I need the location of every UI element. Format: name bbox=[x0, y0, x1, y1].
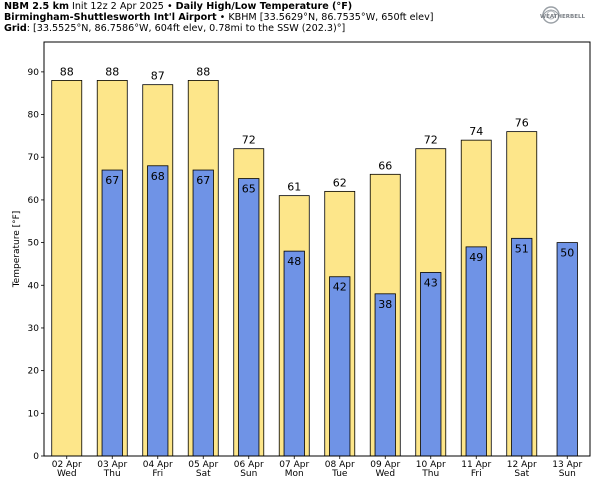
y-axis-label: Temperature [°F] bbox=[12, 211, 22, 289]
x-tick-label: 08 Apr bbox=[325, 460, 355, 470]
high-value-label: 61 bbox=[287, 181, 301, 194]
x-tick-weekday: Sat bbox=[514, 469, 529, 478]
x-tick-label: 06 Apr bbox=[234, 460, 264, 470]
x-tick-weekday: Sat bbox=[196, 469, 211, 478]
y-tick-label: 0 bbox=[33, 452, 39, 462]
low-bar bbox=[420, 272, 442, 457]
low-bar bbox=[556, 242, 578, 457]
logo-text: WEATHERBELL bbox=[540, 14, 585, 20]
plot-frame bbox=[43, 41, 591, 457]
y-tick-label: 60 bbox=[28, 196, 40, 206]
y-tick-label: 40 bbox=[28, 281, 40, 291]
x-tick-weekday: Tue bbox=[331, 469, 348, 478]
x-tick-label: 12 Apr bbox=[507, 460, 537, 470]
low-value-label: 68 bbox=[151, 170, 165, 183]
high-value-label: 72 bbox=[242, 134, 256, 147]
x-tick-weekday: Wed bbox=[375, 469, 395, 478]
x-tick-weekday: Sun bbox=[240, 469, 257, 478]
y-tick-label: 50 bbox=[28, 239, 40, 249]
x-tick-label: 03 Apr bbox=[97, 460, 127, 470]
low-value-label: 42 bbox=[333, 281, 347, 294]
low-value-label: 50 bbox=[560, 247, 574, 260]
high-value-label: 88 bbox=[105, 65, 119, 78]
bars-layer: 88 88 67 87 68 88 67 72 65 61 48 62 42 66 38 72 43 74 49 76… bbox=[51, 65, 578, 457]
low-bar bbox=[465, 246, 487, 457]
high-value-label: 76 bbox=[515, 117, 529, 130]
low-value-label: 38 bbox=[378, 298, 392, 311]
high-value-label: 72 bbox=[424, 134, 438, 147]
title-line-2: Birmingham-Shuttlesworth Int'l Airport •… bbox=[4, 12, 434, 24]
low-bar bbox=[192, 169, 214, 457]
low-value-label: 67 bbox=[196, 174, 210, 187]
x-tick-weekday: Thu bbox=[103, 469, 121, 478]
high-value-label: 62 bbox=[333, 176, 347, 189]
low-bar bbox=[147, 165, 169, 457]
x-tick-label: 13 Apr bbox=[552, 460, 582, 470]
grid-info: : [33.5525°N, 86.7586°W, 604ft elev, 0.7… bbox=[26, 23, 346, 34]
y-tick-label: 70 bbox=[28, 153, 40, 163]
low-bar bbox=[511, 237, 533, 457]
high-value-label: 66 bbox=[378, 159, 392, 172]
grid-label: Grid bbox=[4, 23, 27, 34]
station-info: • KBHM [33.5629°N, 86.7535°W, 650ft elev… bbox=[216, 12, 434, 23]
weatherbell-logo: WEATHERBELL bbox=[540, 6, 585, 24]
x-tick-weekday: Thu bbox=[421, 469, 439, 478]
low-bar bbox=[238, 178, 260, 457]
x-tick-weekday: Sun bbox=[559, 469, 576, 478]
x-tick-weekday: Wed bbox=[57, 469, 77, 478]
low-bar bbox=[374, 293, 396, 457]
y-tick-label: 30 bbox=[28, 324, 40, 334]
high-bar bbox=[51, 80, 83, 457]
y-tick-label: 20 bbox=[28, 367, 40, 377]
low-bar bbox=[329, 276, 351, 457]
low-bar bbox=[101, 169, 123, 457]
x-tick-label: 07 Apr bbox=[279, 460, 309, 470]
product-name: Daily High/Low Temperature (°F) bbox=[175, 1, 353, 12]
y-tick-label: 90 bbox=[28, 68, 40, 78]
station-name: Birmingham-Shuttlesworth Int'l Airport bbox=[4, 12, 217, 23]
x-tick-label: 10 Apr bbox=[416, 460, 446, 470]
x-tick-label: 04 Apr bbox=[143, 460, 173, 470]
y-tick-label: 10 bbox=[28, 409, 40, 419]
title-line-1: NBM 2.5 km Init 12z 2 Apr 2025 • Daily H… bbox=[4, 1, 352, 13]
x-tick-weekday: Mon bbox=[285, 469, 304, 478]
x-tick-label: 05 Apr bbox=[188, 460, 218, 470]
low-value-label: 65 bbox=[242, 183, 256, 196]
title-line-3: Grid: [33.5525°N, 86.7586°W, 604ft elev,… bbox=[4, 23, 345, 35]
y-tick-label: 80 bbox=[28, 111, 40, 121]
high-value-label: 74 bbox=[469, 125, 483, 138]
x-tick-label: 09 Apr bbox=[370, 460, 400, 470]
low-bar bbox=[283, 250, 305, 457]
low-value-label: 67 bbox=[105, 174, 119, 187]
high-value-label: 88 bbox=[196, 65, 210, 78]
x-tick-label: 02 Apr bbox=[52, 460, 82, 470]
x-tick-weekday: Fri bbox=[471, 469, 482, 478]
init-time: Init 12z 2 Apr 2025 • bbox=[68, 1, 176, 12]
low-value-label: 51 bbox=[515, 242, 529, 255]
x-tick-weekday: Fri bbox=[152, 469, 163, 478]
low-value-label: 43 bbox=[424, 276, 438, 289]
x-tick-label: 11 Apr bbox=[461, 460, 491, 470]
low-value-label: 48 bbox=[287, 255, 301, 268]
low-value-label: 49 bbox=[469, 251, 483, 264]
model-name: NBM 2.5 km bbox=[4, 1, 69, 12]
high-value-label: 87 bbox=[151, 70, 165, 83]
high-value-label: 88 bbox=[60, 65, 74, 78]
